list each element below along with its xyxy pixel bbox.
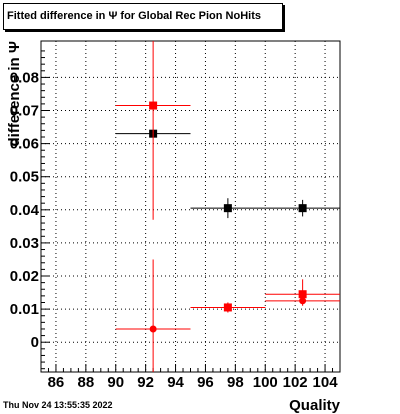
x-tick-label: 96 bbox=[197, 374, 214, 391]
y-tick-label: 0 bbox=[31, 334, 39, 351]
x-tick-label: 88 bbox=[78, 374, 95, 391]
y-tick-label: 0.01 bbox=[10, 301, 39, 318]
y-tick-label: 0.05 bbox=[10, 169, 39, 186]
y-tick-label: 0.02 bbox=[10, 268, 39, 285]
chart-title: Fitted difference in Ψ for Global Rec Pi… bbox=[3, 3, 283, 30]
x-tick-label: 86 bbox=[48, 374, 65, 391]
data-point-circle bbox=[149, 325, 157, 333]
data-point-square bbox=[223, 204, 232, 213]
y-tick-label: 0.04 bbox=[10, 202, 40, 219]
y-tick-label: 0.08 bbox=[10, 69, 39, 86]
x-tick-label: 94 bbox=[167, 374, 184, 391]
y-tick-label: 0.03 bbox=[10, 235, 39, 252]
data-layer bbox=[115, 41, 340, 372]
x-tick-label: 90 bbox=[107, 374, 124, 391]
series-2 bbox=[115, 259, 340, 372]
y-tick-label: 0.06 bbox=[10, 136, 39, 153]
ticks-layer: 86 88 90 92 94 96 98 100 102 104 0 0.01 0.02 0.03 0.04… bbox=[10, 50, 339, 391]
x-tick-label: 92 bbox=[137, 374, 154, 391]
data-point-circle bbox=[224, 303, 232, 311]
x-axis-title: Quality bbox=[289, 397, 341, 414]
x-tick-label: 104 bbox=[313, 374, 339, 391]
y-tick-label: 0.07 bbox=[10, 103, 39, 120]
footer-date: Thu Nov 24 13:55:35 2022 bbox=[3, 400, 113, 410]
x-tick-label: 98 bbox=[227, 374, 244, 391]
grid-layer bbox=[41, 41, 340, 372]
x-tick-label: 102 bbox=[283, 374, 308, 391]
data-point-square bbox=[298, 204, 307, 213]
y-axis-title: difference in Ψ bbox=[6, 41, 23, 147]
plot-frame bbox=[40, 40, 341, 373]
x-tick-label: 100 bbox=[253, 374, 278, 391]
series-0 bbox=[115, 129, 340, 219]
data-point-square bbox=[298, 290, 307, 299]
data-point-circle bbox=[299, 297, 307, 305]
data-point-square bbox=[149, 101, 158, 110]
